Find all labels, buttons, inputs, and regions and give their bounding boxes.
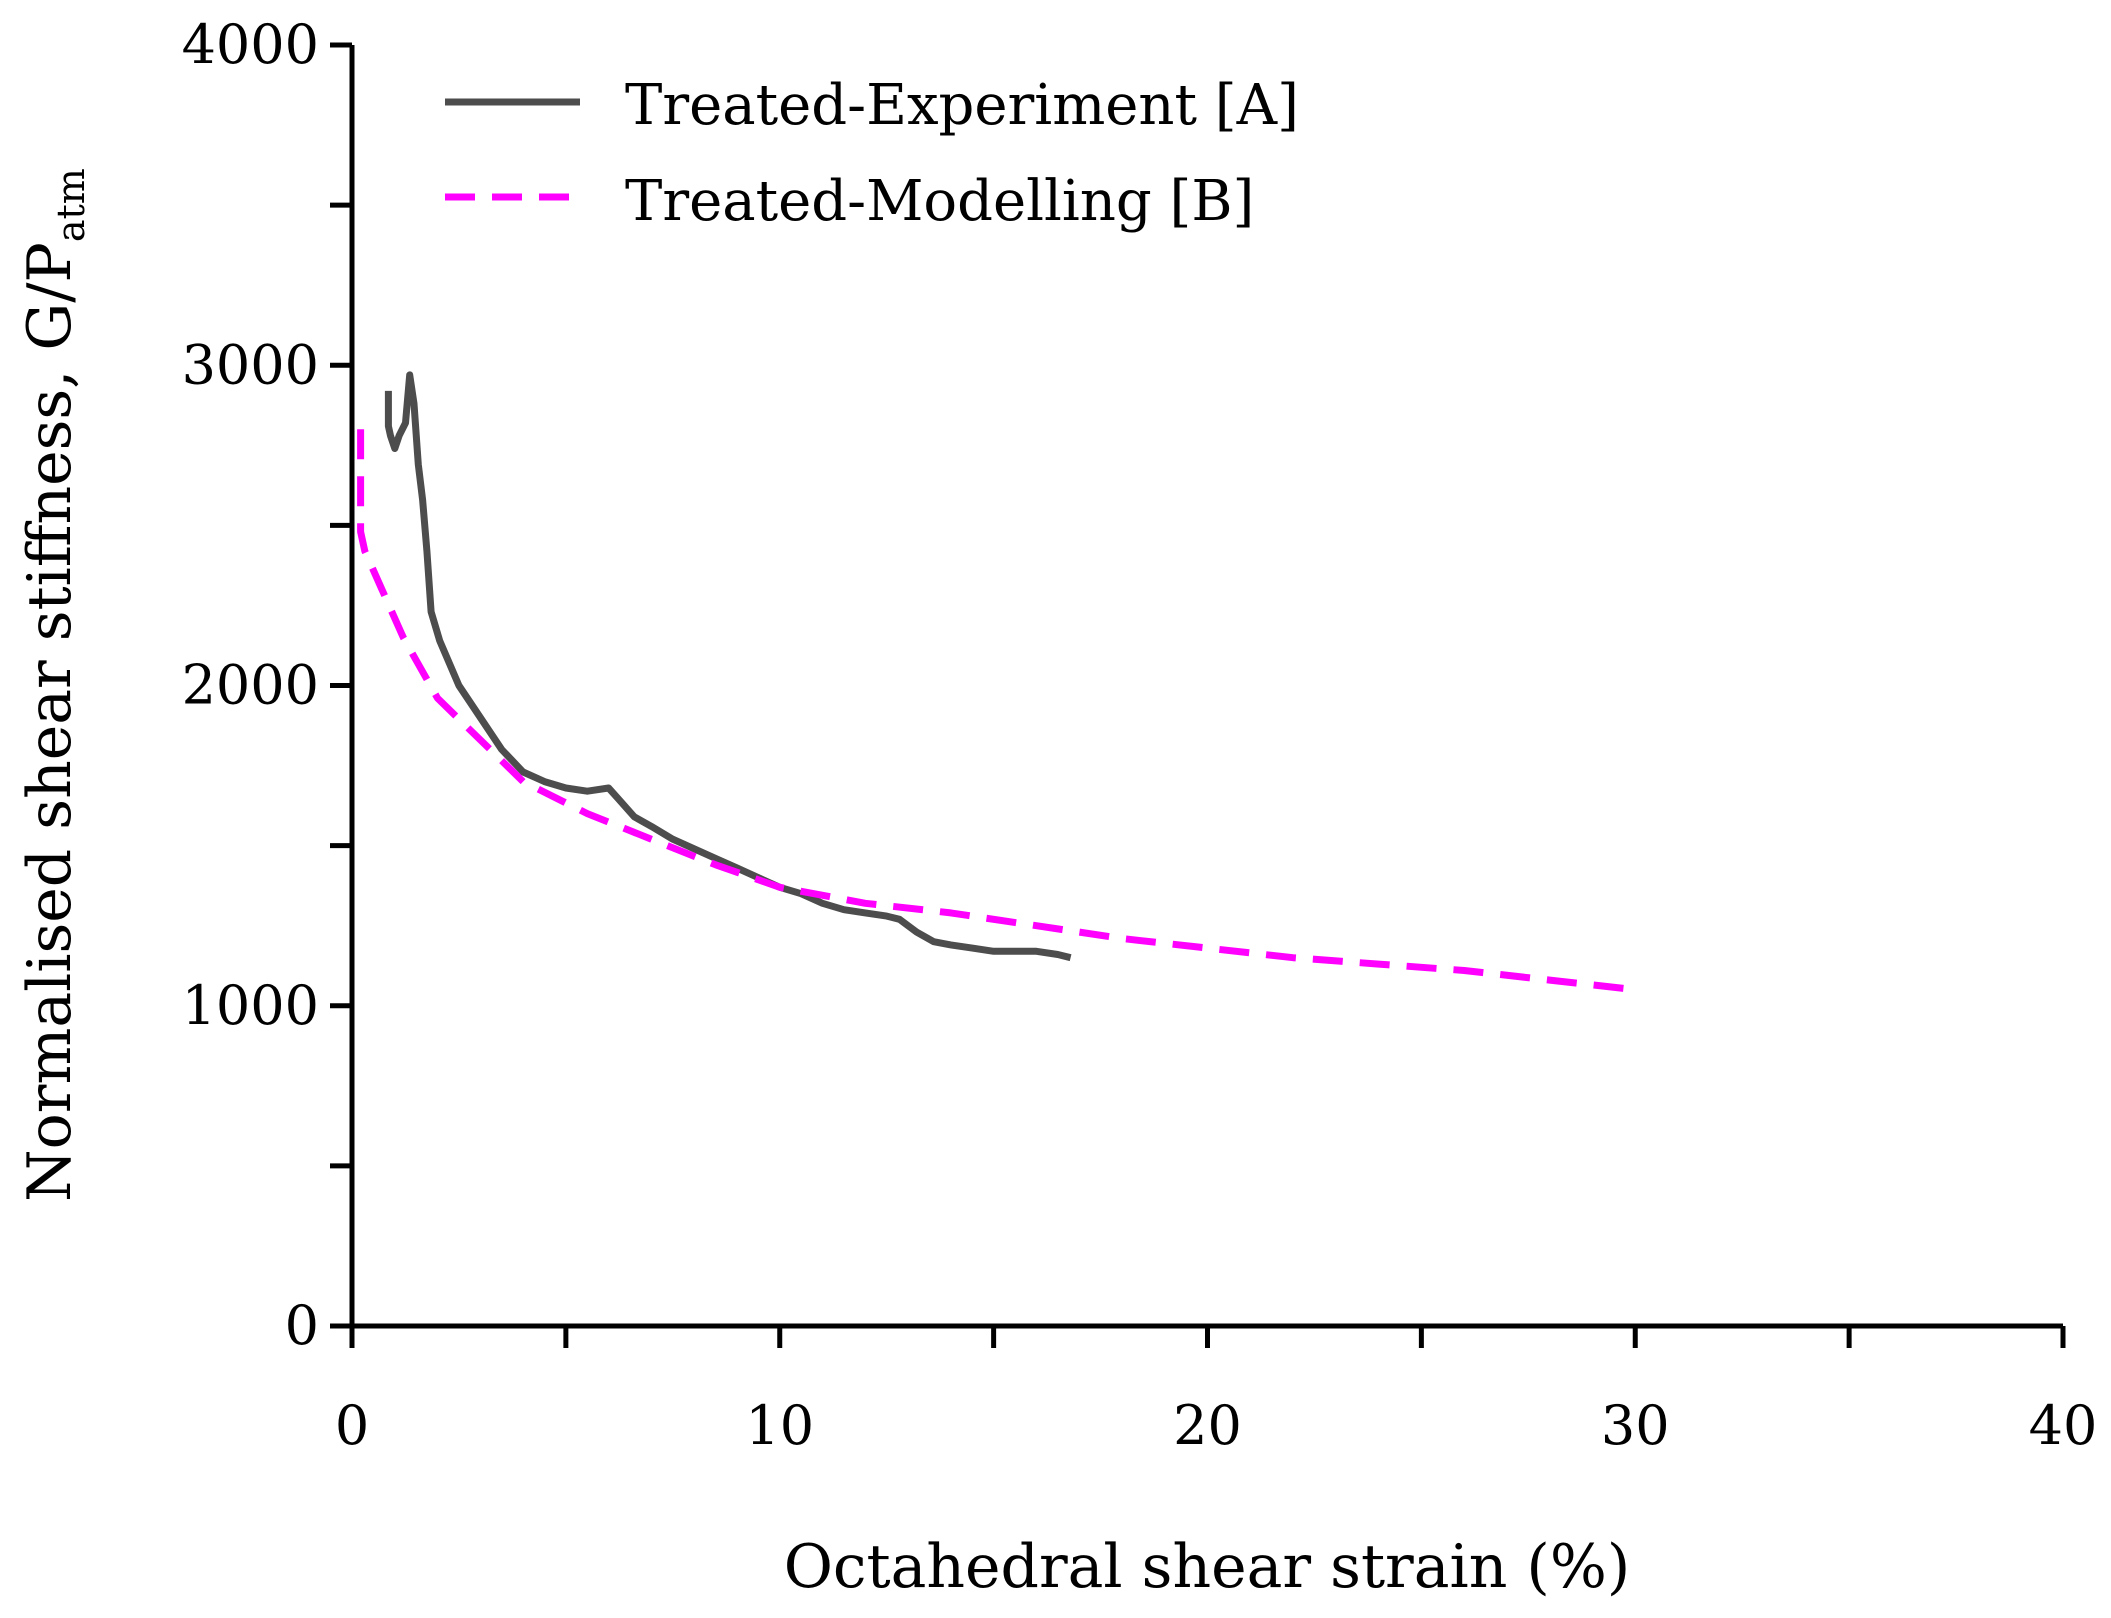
y-tick-label: 3000 bbox=[182, 333, 319, 396]
series-line-modelling bbox=[357, 429, 1636, 994]
x-tick-label: 20 bbox=[1173, 1394, 1242, 1457]
x-axis-title: Octahedral shear strain (%) bbox=[784, 1532, 1631, 1602]
y-tick-label: 0 bbox=[285, 1294, 319, 1357]
series-layer bbox=[357, 371, 1636, 994]
y-axis-title-subscript: atm bbox=[49, 168, 93, 242]
series-line-experiment bbox=[384, 371, 1072, 962]
y-tick-label: 4000 bbox=[182, 13, 319, 76]
legend: Treated-Experiment [A] Treated-Modelling… bbox=[445, 73, 1299, 234]
y-tick-label: 1000 bbox=[182, 974, 319, 1037]
y-axis-title: Normalised shear stiffness, G/Patm bbox=[15, 168, 93, 1202]
x-tick-label: 30 bbox=[1601, 1394, 1670, 1457]
axes bbox=[349, 45, 2063, 1329]
ticks: 0 10 20 30 40 0 1000 2000 3000 4000 bbox=[182, 13, 2098, 1457]
x-tick-label: 0 bbox=[335, 1394, 369, 1457]
x-tick-label: 40 bbox=[2029, 1394, 2098, 1457]
y-tick-label: 2000 bbox=[182, 654, 319, 717]
legend-label-experiment: Treated-Experiment [A] bbox=[625, 73, 1299, 138]
x-tick-label: 10 bbox=[745, 1394, 814, 1457]
legend-label-modelling: Treated-Modelling [B] bbox=[625, 169, 1254, 234]
y-axis-title-main: Normalised shear stiffness, G/P bbox=[15, 242, 85, 1202]
